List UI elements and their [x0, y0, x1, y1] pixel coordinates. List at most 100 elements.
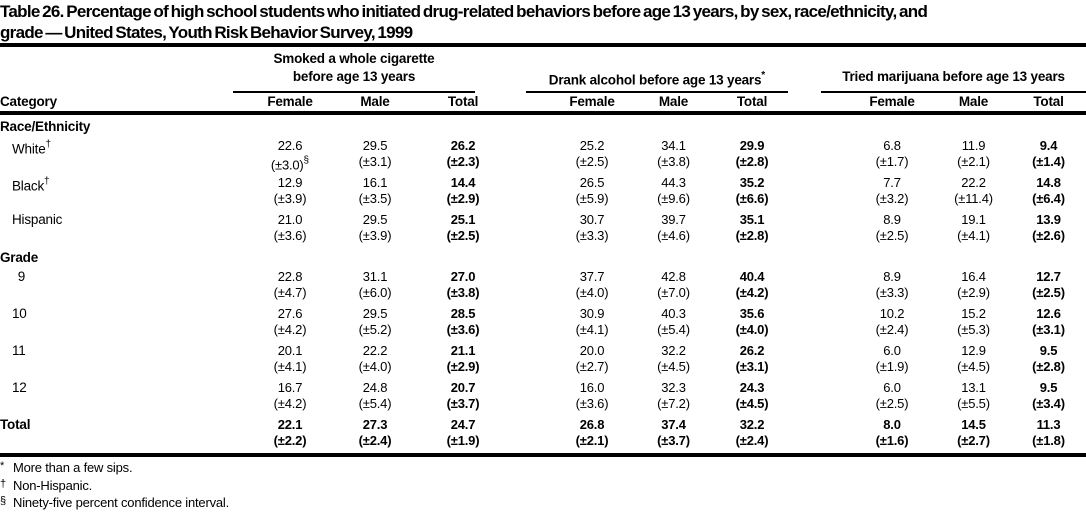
- ci-cell: (±7.2): [657, 396, 690, 411]
- ci-cell: (±2.3): [446, 154, 480, 169]
- confidence-interval-row: (±3.9) (±3.5) (±2.9) (±5.9) (±9.6) (±6.6) (±3.…: [0, 191, 1086, 207]
- table-row: Black† 12.9 16.1 14.4 26.5 44.3 35.2 7.7 22.2 14.…: [0, 174, 1086, 194]
- ci-cell: (±3.4): [1032, 396, 1065, 411]
- value-cell: 28.5: [450, 306, 476, 321]
- column-group-marijuana: Tried marijuana before age 13 years: [821, 68, 1086, 93]
- value-cell: 12.6: [1036, 306, 1061, 321]
- grade-number: 11: [12, 343, 26, 358]
- value-cell: 9.4: [1039, 138, 1058, 153]
- ci-cell: (±2.5): [875, 228, 909, 243]
- value-cell: 29.5: [362, 212, 388, 227]
- ci-cell: (±3.3): [875, 285, 909, 300]
- ci-cell: (±1.4): [1032, 154, 1065, 169]
- table-title-line2: grade — United States, Youth Risk Behavi…: [0, 23, 413, 42]
- ci-cell: (±4.1): [957, 228, 990, 243]
- value-cell: 13.1: [961, 380, 986, 395]
- ci-cell: (±3.0)§: [270, 155, 310, 173]
- ci-cell: (±5.9): [575, 191, 609, 206]
- value-cell: 7.7: [883, 175, 901, 190]
- ci-cell: (±2.9): [446, 359, 480, 374]
- table-row: 11 20.1 22.2 21.1 20.0 32.2 26.2 6.0 12.9 9.5: [0, 342, 1086, 359]
- ci-cell: (±4.2): [273, 396, 307, 411]
- ci-cell: (±2.4): [735, 433, 769, 448]
- value-cell: 20.0: [579, 343, 605, 358]
- value-cell: 27.0: [450, 269, 476, 284]
- footnote-marker: †: [0, 477, 7, 490]
- value-cell: 11.3: [1036, 417, 1061, 432]
- title-divider: [0, 43, 1086, 47]
- value-cell: 16.4: [961, 269, 986, 284]
- value-cell: 22.1: [277, 417, 303, 432]
- footnote-text: More than a few sips.: [13, 460, 133, 475]
- ci-cell: (±1.6): [875, 433, 909, 448]
- value-cell: 6.0: [883, 343, 901, 358]
- footnote: § Ninety-five percent confidence interval…: [0, 495, 1086, 513]
- column-header-male: Male: [658, 94, 689, 109]
- table-row: 9 22.8 31.1 27.0 37.7 42.8 40.4 8.9 16.4 12.7: [0, 268, 1086, 285]
- footnote: † Non-Hispanic.: [0, 478, 1086, 496]
- row-label: 12: [0, 379, 247, 396]
- footnotes: * More than a few sips. † Non-Hispanic. § Nin…: [0, 457, 1086, 513]
- ci-cell: (±3.2): [875, 191, 909, 206]
- value-cell: 31.1: [362, 269, 388, 284]
- ci-cell: (±11.4): [954, 191, 993, 206]
- row-label: Hispanic: [12, 212, 63, 227]
- confidence-interval-row: (±4.1) (±4.0) (±2.9) (±2.7) (±4.5) (±3.1) (±1.…: [0, 359, 1086, 375]
- column-header-total: Total: [736, 94, 768, 109]
- column-header-total: Total: [1033, 94, 1064, 109]
- header-divider: [0, 111, 1086, 115]
- ci-cell: (±5.5): [957, 396, 990, 411]
- row-label: 10: [0, 305, 247, 322]
- ci-cell: (±2.8): [1032, 359, 1065, 374]
- value-cell: 20.7: [450, 380, 476, 395]
- value-cell: 24.3: [739, 380, 765, 395]
- value-cell: 27.6: [277, 306, 303, 321]
- column-header-male: Male: [360, 94, 390, 109]
- value-cell: 35.1: [739, 212, 765, 227]
- column-group-alcohol: Drank alcohol before age 13 years*: [526, 68, 788, 93]
- ci-cell: (±3.6): [446, 322, 480, 337]
- ci-cell: (±5.4): [358, 396, 392, 411]
- ci-cell: (±7.0): [657, 285, 690, 300]
- ci-cell: (±5.4): [657, 322, 690, 337]
- value-cell: 27.3: [362, 417, 388, 432]
- value-cell: 35.6: [739, 306, 765, 321]
- ci-cell: (±2.5): [1032, 285, 1065, 300]
- value-cell: 24.8: [362, 380, 388, 395]
- grade-number: 12: [12, 380, 27, 395]
- value-cell: 22.2: [362, 343, 388, 358]
- value-cell: 26.5: [579, 175, 605, 190]
- footnote-marker: §: [303, 155, 310, 166]
- ci-cell: (±1.8): [1032, 433, 1065, 448]
- ci-cell: (±1.9): [875, 359, 909, 374]
- section-header: Race/Ethnicity: [0, 119, 91, 134]
- value-cell: 16.1: [362, 175, 388, 190]
- confidence-interval-row: (±2.2) (±2.4) (±1.9) (±2.1) (±3.7) (±2.4) (±1.…: [0, 433, 1086, 449]
- value-cell: 30.9: [579, 306, 605, 321]
- value-cell: 40.4: [739, 269, 765, 284]
- value-cell: 8.9: [883, 212, 901, 227]
- footnote-text: Non-Hispanic.: [13, 477, 93, 493]
- value-cell: 12.9: [961, 343, 986, 358]
- value-cell: 37.4: [661, 417, 686, 432]
- column-header-total: Total: [447, 94, 479, 109]
- column-header-female: Female: [569, 94, 615, 109]
- ci-cell: (±4.0): [575, 285, 609, 300]
- confidence-interval-row: (±3.6) (±3.9) (±2.5) (±3.3) (±4.6) (±2.8) (±2.…: [0, 228, 1086, 244]
- row-label: Total: [0, 417, 31, 432]
- value-cell: 25.1: [450, 212, 476, 227]
- value-cell: 34.1: [661, 138, 686, 153]
- table-row: 10 27.6 29.5 28.5 30.9 40.3 35.6 10.2 15.2 12.6: [0, 305, 1086, 322]
- value-cell: 29.5: [362, 306, 388, 321]
- table-header: Smoked a whole cigarette before age 13 y…: [0, 50, 1086, 111]
- column-header-female: Female: [869, 94, 915, 109]
- ci-cell: (±2.8): [735, 154, 769, 169]
- ci-cell: (±3.7): [446, 396, 480, 411]
- ci-cell: (±2.9): [957, 285, 990, 300]
- ci-cell: (±1.7): [875, 154, 909, 169]
- value-cell: 14.4: [450, 175, 476, 190]
- value-cell: 42.8: [661, 269, 686, 284]
- row-label: 9: [0, 268, 247, 285]
- value-cell: 13.9: [1036, 212, 1061, 227]
